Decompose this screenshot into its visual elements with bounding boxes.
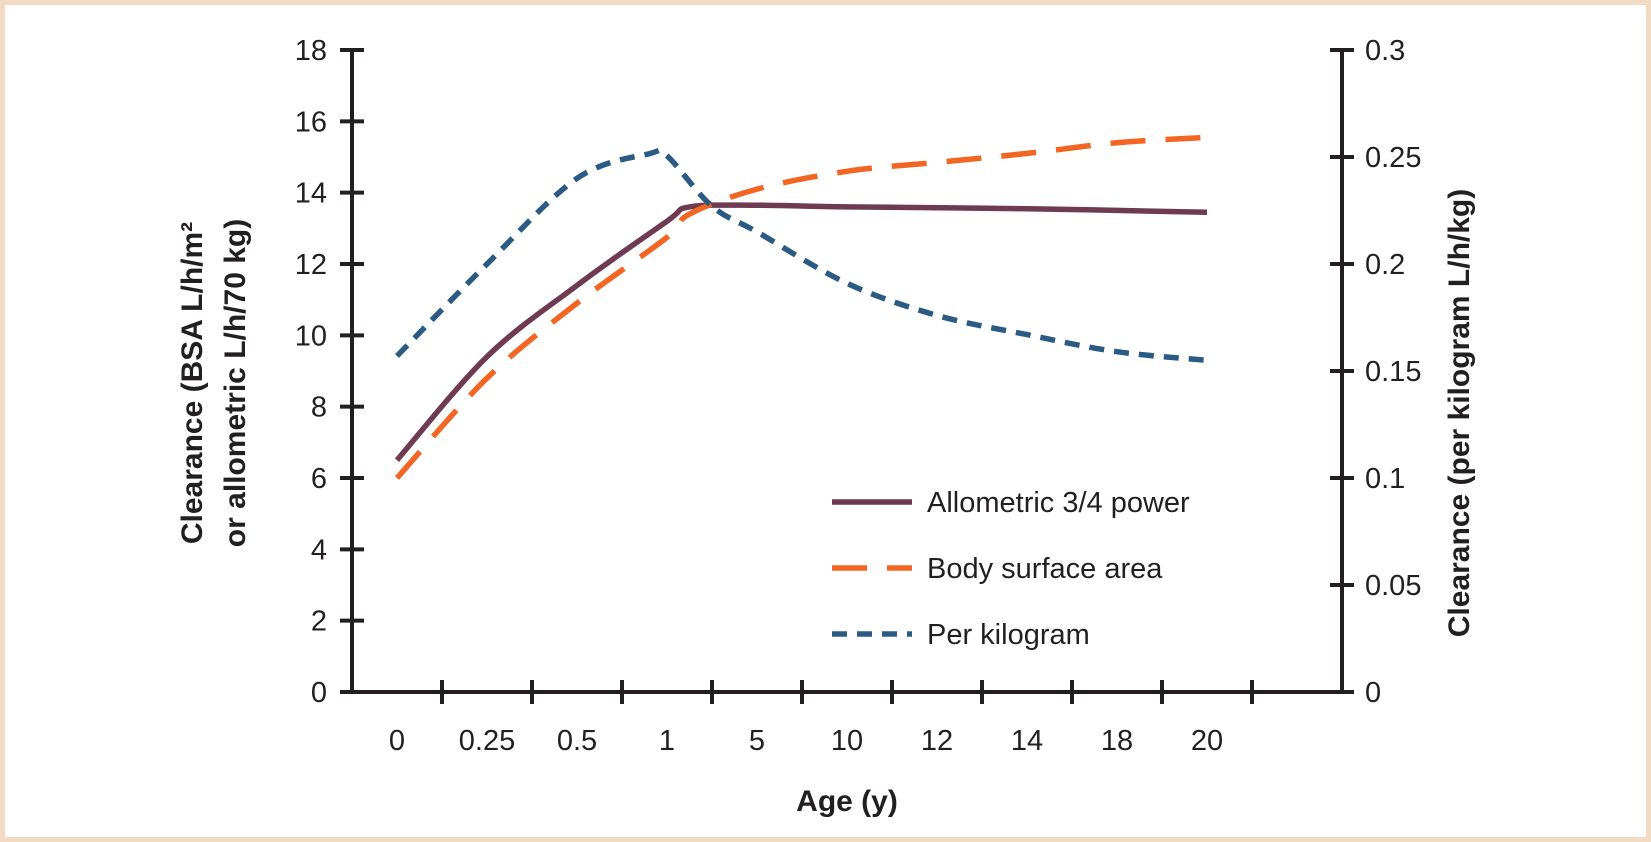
x-tick-label: 0.5 — [557, 725, 597, 757]
left-tick-label: 14 — [295, 178, 327, 210]
left-tick-label: 10 — [295, 320, 327, 352]
right-tick-label: 0.15 — [1365, 356, 1421, 388]
left-axis-title-line2: or allometric L/h/70 kg) — [219, 219, 252, 547]
data-curves — [394, 134, 1208, 480]
axes — [350, 50, 1344, 694]
legend-label: Per kilogram — [927, 619, 1090, 651]
left-tick-label: 6 — [311, 463, 327, 495]
legend-label: Body surface area — [927, 553, 1163, 585]
right-axis-ticks: 0 0.05 0.1 0.15 0.2 0.25 0.3 — [1330, 35, 1421, 709]
legend: Allometric 3/4 power Body surface area Per… — [832, 487, 1190, 651]
x-tick-label: 5 — [749, 725, 765, 757]
right-tick-label: 0.3 — [1365, 35, 1405, 67]
legend-label: Allometric 3/4 power — [927, 487, 1190, 519]
right-tick-label: 0 — [1365, 677, 1381, 709]
curve-per-kilogram — [395, 147, 1208, 364]
right-tick-label: 0.1 — [1365, 463, 1405, 495]
x-tick-label: 12 — [921, 725, 953, 757]
x-tick-label: 14 — [1011, 725, 1043, 757]
x-tick-label: 0.25 — [459, 725, 515, 757]
left-axis-title-line1: Clearance (BSA L/h/m² — [176, 222, 209, 544]
x-axis-title: Age (y) — [796, 785, 898, 818]
left-axis-ticks: 0 2 4 6 8 10 12 14 16 18 — [295, 35, 364, 709]
curve-allometric-3-4-power — [394, 202, 1208, 462]
right-tick-label: 0.05 — [1365, 570, 1421, 602]
x-tick-label: 10 — [831, 725, 863, 757]
left-tick-label: 0 — [311, 677, 327, 709]
left-tick-label: 12 — [295, 249, 327, 281]
left-tick-label: 16 — [295, 106, 327, 138]
left-tick-label: 2 — [311, 606, 327, 638]
left-tick-label: 8 — [311, 392, 327, 424]
right-tick-label: 0.25 — [1365, 142, 1421, 174]
curve-body-surface-area — [394, 134, 1208, 480]
x-tick-label: 0 — [389, 725, 405, 757]
x-tick-label: 20 — [1191, 725, 1223, 757]
right-axis-title: Clearance (per kilogram L/h/kg) — [1443, 189, 1476, 637]
left-tick-label: 18 — [295, 35, 327, 67]
x-tick-label: 18 — [1101, 725, 1133, 757]
left-tick-label: 4 — [311, 534, 327, 566]
x-tick-label: 1 — [659, 725, 675, 757]
right-tick-label: 0.2 — [1365, 249, 1405, 281]
x-axis-ticks: 0 0.25 0.5 1 5 10 12 14 18 20 — [389, 680, 1254, 757]
